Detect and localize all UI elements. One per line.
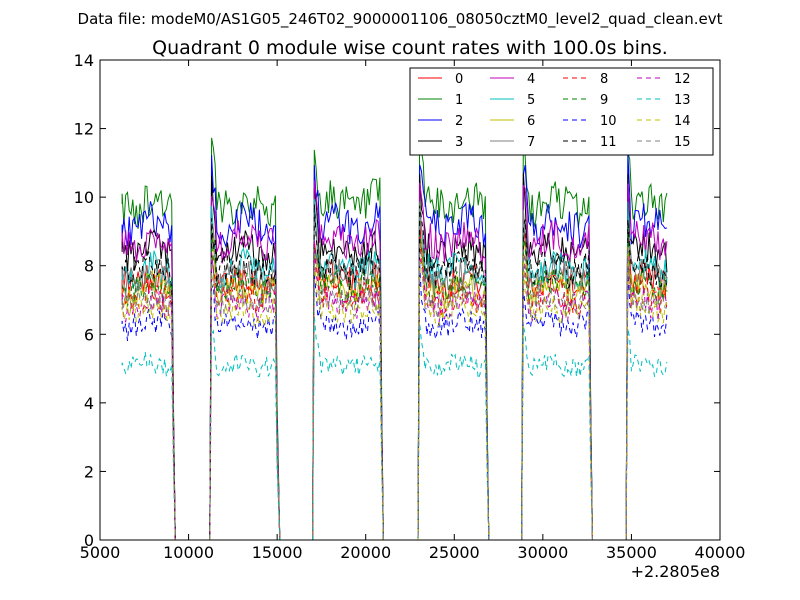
series-line-3 <box>121 172 668 540</box>
series-line-9 <box>121 227 668 540</box>
y-tick-label: 10 <box>74 188 94 207</box>
x-tick-label: 15000 <box>252 543 303 562</box>
x-tick-label: 30000 <box>517 543 568 562</box>
series-line-15 <box>121 241 667 540</box>
x-tick-label: 5000 <box>80 543 121 562</box>
series-line-10 <box>121 264 668 540</box>
legend-label-2: 2 <box>455 114 463 129</box>
series-line-0 <box>121 217 668 540</box>
legend-label-9: 9 <box>600 93 608 108</box>
y-tick-label: 14 <box>74 51 94 70</box>
chart-suptitle: Data file: modeM0/AS1G05_246T02_90000011… <box>78 10 723 29</box>
x-axis: 5000 10000 15000 20000 25000 30000 35000 40000 <box>80 60 746 562</box>
series-line-14 <box>121 246 668 540</box>
y-tick-label: 4 <box>84 394 94 413</box>
legend-frame <box>409 67 714 156</box>
y-tick-label: 8 <box>84 257 94 276</box>
x-offset-label: +2.2805e8 <box>631 562 720 581</box>
legend-label-8: 8 <box>600 72 608 87</box>
legend-label-4: 4 <box>527 72 535 87</box>
series-line-2 <box>121 152 668 540</box>
y-tick-label: 0 <box>84 531 94 550</box>
x-tick-label: 10000 <box>163 543 214 562</box>
series-line-13 <box>121 315 668 540</box>
legend-label-3: 3 <box>455 135 463 150</box>
legend-label-13: 13 <box>674 93 691 108</box>
legend-label-7: 7 <box>527 135 535 150</box>
legend-label-11: 11 <box>600 135 617 150</box>
x-tick-label: 35000 <box>606 543 657 562</box>
legend-label-6: 6 <box>527 114 535 129</box>
series-line-11 <box>121 204 668 540</box>
series-line-5 <box>121 199 668 540</box>
series-line-7 <box>121 201 668 540</box>
legend-label-5: 5 <box>527 93 535 108</box>
legend-label-1: 1 <box>455 93 463 108</box>
legend-label-10: 10 <box>600 114 617 129</box>
x-tick-label: 20000 <box>340 543 391 562</box>
series-line-4 <box>121 180 668 540</box>
x-tick-label: 40000 <box>695 543 746 562</box>
x-tick-label: 25000 <box>429 543 480 562</box>
legend-label-12: 12 <box>674 72 691 87</box>
plot-frame <box>99 59 721 541</box>
y-tick-label: 6 <box>84 325 94 344</box>
legend-label-15: 15 <box>674 135 691 150</box>
legend-label-0: 0 <box>455 72 463 87</box>
series-layer <box>121 107 668 540</box>
y-tick-label: 12 <box>74 120 94 139</box>
chart-title: Quadrant 0 module wise count rates with … <box>152 37 668 59</box>
series-line-1 <box>121 107 668 540</box>
y-tick-label: 2 <box>84 462 94 481</box>
legend-label-14: 14 <box>674 114 691 129</box>
